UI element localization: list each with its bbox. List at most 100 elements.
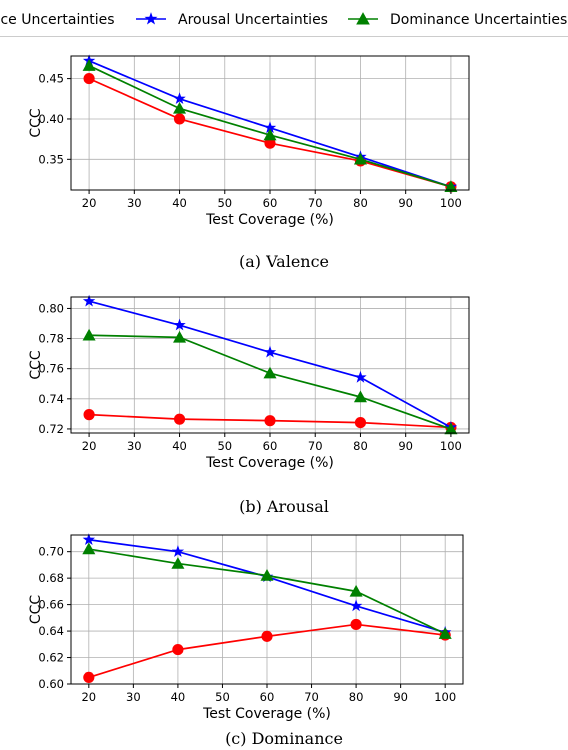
y-tick-label: 0.80 xyxy=(38,301,64,315)
data-point xyxy=(82,294,96,307)
x-tick-label: 40 xyxy=(171,690,186,704)
data-point xyxy=(171,557,185,569)
data-point xyxy=(263,366,277,379)
x-tick-label: 50 xyxy=(217,439,232,453)
x-axis: 20 30 40 50 60 70 80 90 100 xyxy=(82,433,462,453)
x-tick-label: 60 xyxy=(263,196,278,210)
grid xyxy=(71,56,469,190)
legend-label: Valence Uncertainties xyxy=(0,12,115,28)
y-tick-label: 0.74 xyxy=(38,392,64,406)
grid xyxy=(71,535,463,685)
series-dominance xyxy=(82,328,458,435)
x-tick-label: 70 xyxy=(308,439,323,453)
x-tick-label: 100 xyxy=(434,690,456,704)
caption-arousal: (b) Arousal xyxy=(239,497,329,516)
data-point xyxy=(173,330,187,343)
x-tick-label: 90 xyxy=(393,690,408,704)
legend-entry: Valence Uncertainties xyxy=(0,12,115,28)
x-tick-label: 30 xyxy=(126,690,141,704)
x-tick-label: 80 xyxy=(349,690,364,704)
x-tick-label: 60 xyxy=(263,439,278,453)
data-point xyxy=(173,318,186,331)
data-point xyxy=(353,390,367,403)
data-point xyxy=(263,121,277,134)
data-point xyxy=(83,73,95,85)
y-tick-label: 0.76 xyxy=(38,362,64,376)
dominance-chart: 20 30 40 50 60 70 80 90 1000.600.620.640.660.680… xyxy=(28,533,464,722)
x-tick-label: 30 xyxy=(127,196,142,210)
y-axis-label: CCC xyxy=(28,108,44,138)
data-point xyxy=(263,345,277,358)
data-point xyxy=(260,568,274,581)
data-point xyxy=(173,92,186,105)
y-tick-label: 0.78 xyxy=(38,332,64,346)
grid xyxy=(71,297,469,433)
caption-dominance: (c) Dominance xyxy=(225,729,343,748)
series-dominance xyxy=(82,59,458,192)
y-tick-label: 0.45 xyxy=(38,72,64,86)
y-tick-label: 0.66 xyxy=(38,598,64,612)
x-tick-label: 90 xyxy=(398,439,413,453)
x-tick-label: 50 xyxy=(217,196,232,210)
y-axis: 0.60 0.62 0.64 0.66 0.68 0.70 xyxy=(38,545,71,691)
x-axis-label: Test Coverage (%) xyxy=(205,455,334,471)
valence-chart: 20 30 40 50 60 70 80 90 100 0.35 0.40 0.45 Test Cove… xyxy=(28,54,470,228)
x-tick-label: 30 xyxy=(127,439,142,453)
data-point xyxy=(264,137,276,149)
data-point xyxy=(172,644,184,656)
x-tick-label: 20 xyxy=(82,196,97,210)
caption-valence: (a) Valence xyxy=(238,252,330,271)
data-point xyxy=(349,584,363,597)
data-point xyxy=(353,152,367,165)
x-tick-label: 100 xyxy=(440,196,462,210)
series-valence xyxy=(83,409,457,434)
legend-label: Dominance Uncertainties xyxy=(390,12,567,28)
data-point xyxy=(263,128,277,141)
data-point xyxy=(354,417,367,429)
data-point xyxy=(349,599,363,612)
data-point xyxy=(354,370,367,383)
data-point xyxy=(438,627,452,639)
y-axis-label: CCC xyxy=(28,350,44,380)
data-point xyxy=(173,413,186,425)
y-tick-label: 0.72 xyxy=(38,422,64,436)
x-tick-label: 80 xyxy=(353,439,368,453)
data-point xyxy=(82,59,96,71)
arousal-chart: 20 30 40 50 60 70 80 90 100 0.72 0.74 0.76 0.78 0.80 T… xyxy=(28,294,470,471)
x-tick-label: 40 xyxy=(172,196,187,210)
data-point xyxy=(261,630,273,642)
x-tick-label: 100 xyxy=(440,439,462,453)
data-point xyxy=(264,415,276,427)
legend-marker xyxy=(356,12,370,25)
data-point xyxy=(82,328,96,341)
y-tick-label: 0.68 xyxy=(38,571,64,585)
data-point xyxy=(83,409,95,421)
y-tick-label: 0.70 xyxy=(38,545,64,559)
x-tick-label: 20 xyxy=(82,439,97,453)
x-axis-label: Test Coverage (%) xyxy=(202,706,331,722)
x-tick-label: 90 xyxy=(398,196,413,210)
x-axis: 20 30 40 50 60 70 80 90 100 xyxy=(81,684,456,704)
y-axis: 0.72 0.74 0.76 0.78 0.80 xyxy=(38,301,71,436)
data-point xyxy=(444,422,458,435)
data-point xyxy=(173,113,186,125)
data-point xyxy=(444,180,458,192)
y-axis: 0.35 0.40 0.45 xyxy=(38,72,71,166)
x-tick-label: 70 xyxy=(308,196,323,210)
series-dominance xyxy=(82,542,452,639)
x-tick-label: 20 xyxy=(81,690,96,704)
y-axis-label: CCC xyxy=(28,595,44,625)
data-point xyxy=(82,542,96,555)
data-point xyxy=(173,101,187,114)
x-axis: 20 30 40 50 60 70 80 90 100 xyxy=(82,190,462,210)
y-tick-label: 0.62 xyxy=(38,651,64,665)
y-tick-label: 0.35 xyxy=(38,152,64,166)
x-tick-label: 40 xyxy=(172,439,187,453)
y-tick-label: 0.60 xyxy=(38,677,64,691)
y-tick-label: 0.64 xyxy=(38,624,64,638)
legend-marker xyxy=(144,12,158,25)
data-point xyxy=(350,618,362,631)
x-tick-label: 80 xyxy=(353,196,368,210)
legend-entry: Dominance Uncertainties xyxy=(348,12,567,28)
legend-label: Arousal Uncertainties xyxy=(178,12,328,28)
